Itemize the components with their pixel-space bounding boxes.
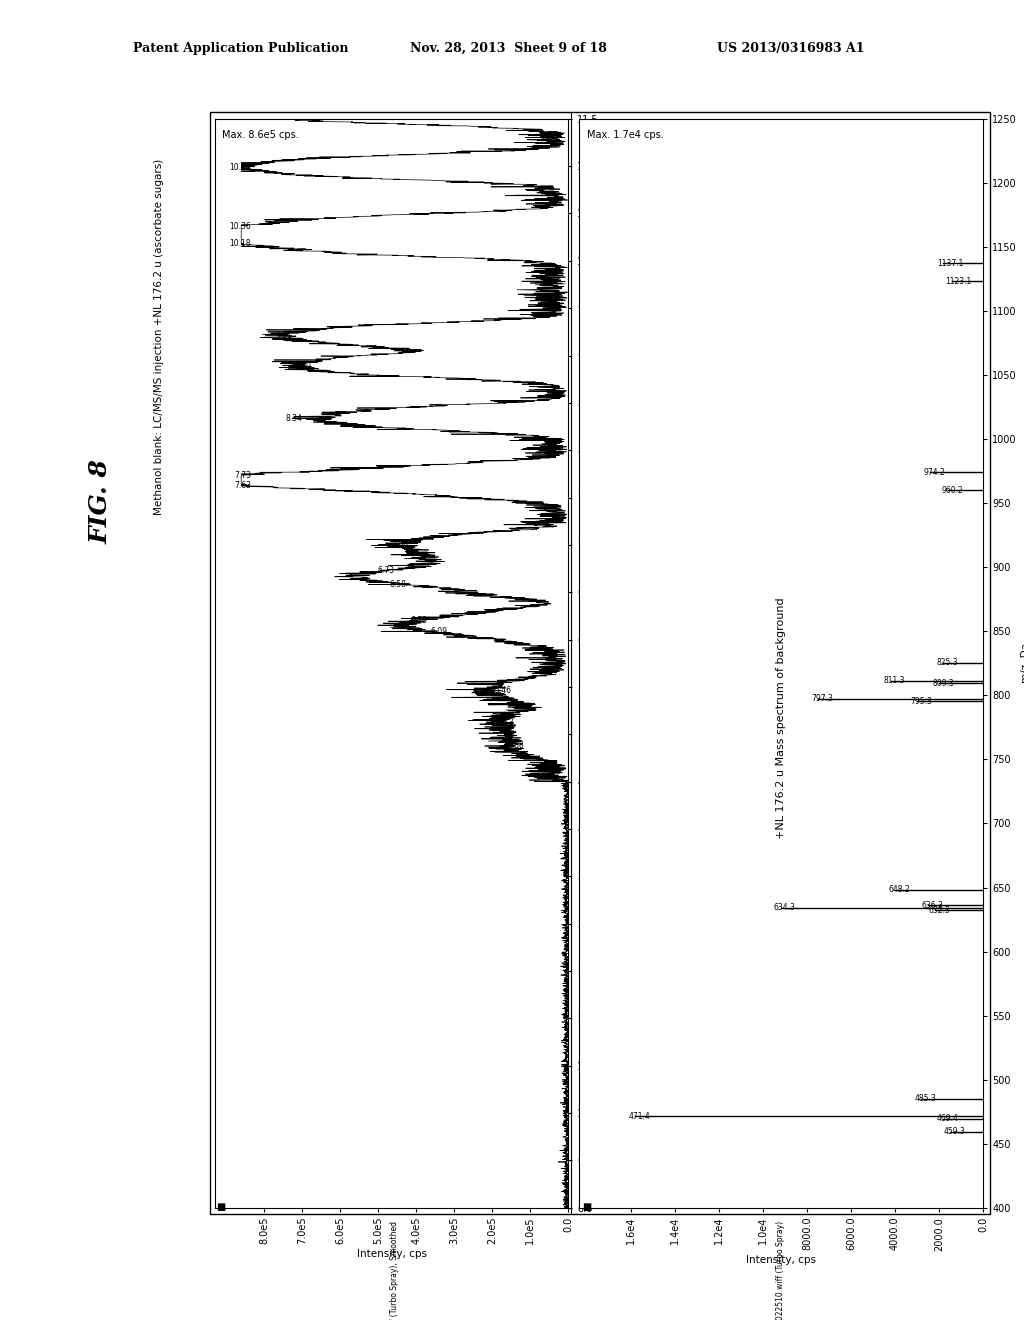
Text: 825.3: 825.3 (937, 659, 958, 668)
Text: 1137.1: 1137.1 (937, 259, 964, 268)
Y-axis label: m/z, Da: m/z, Da (1021, 643, 1024, 684)
Text: 648.2: 648.2 (889, 886, 910, 895)
Text: 6.09: 6.09 (430, 627, 447, 636)
Text: 797.3: 797.3 (811, 694, 834, 704)
Text: US 2013/0316983 A1: US 2013/0316983 A1 (717, 42, 864, 55)
Text: 1123.1: 1123.1 (945, 277, 972, 286)
Text: +NL 176.2 u Mass spectrum of background: +NL 176.2 u Mass spectrum of background (776, 597, 785, 838)
Text: 974.2: 974.2 (924, 467, 945, 477)
Text: 6.20: 6.20 (411, 616, 427, 626)
Y-axis label: Time, min: Time, min (603, 638, 613, 689)
Text: Max. 1.7e4 cps.: Max. 1.7e4 cps. (587, 129, 664, 140)
Text: Methanol blank: LC/MS/MS injection +NL 176.2 u (ascorbate sugars): Methanol blank: LC/MS/MS injection +NL 1… (154, 158, 164, 515)
Text: 9.21: 9.21 (275, 331, 292, 341)
Text: 809.3: 809.3 (933, 678, 954, 688)
Text: 10.18: 10.18 (229, 239, 251, 248)
Text: 469.4: 469.4 (937, 1114, 958, 1123)
Text: 485.3: 485.3 (914, 1094, 937, 1104)
X-axis label: Intensity, cps: Intensity, cps (356, 1249, 427, 1258)
Text: 811.3: 811.3 (884, 676, 905, 685)
Text: TIC of +NL (176.20): from Sample 1 (Methanol Blank) of OCG glycolipids 022510.wi: TIC of +NL (176.20): from Sample 1 (Meth… (390, 1221, 398, 1320)
Text: 960.2: 960.2 (941, 486, 963, 495)
Text: 7.00: 7.00 (391, 540, 409, 549)
Text: Nov. 28, 2013  Sheet 9 of 18: Nov. 28, 2013 Sheet 9 of 18 (410, 42, 606, 55)
Text: 471.4: 471.4 (629, 1111, 650, 1121)
Text: 5.13: 5.13 (498, 718, 514, 726)
Text: FIG. 8: FIG. 8 (88, 459, 113, 544)
Text: 5.46: 5.46 (495, 686, 511, 696)
Text: Max. 8.6e5 cps.: Max. 8.6e5 cps. (222, 129, 299, 140)
Text: 10.36: 10.36 (229, 222, 251, 231)
Text: 10.99: 10.99 (229, 162, 251, 172)
Text: Patent Application Publication: Patent Application Publication (133, 42, 348, 55)
X-axis label: Intensity, cps: Intensity, cps (745, 1255, 816, 1265)
Text: 6.58: 6.58 (390, 581, 407, 589)
Text: 636.3: 636.3 (922, 900, 943, 909)
Text: 7.73: 7.73 (234, 471, 251, 480)
Text: 634.3: 634.3 (774, 903, 796, 912)
Text: ■: ■ (582, 1201, 591, 1212)
Text: 7.63: 7.63 (234, 480, 251, 490)
Text: ■: ■ (216, 1201, 225, 1212)
Text: 795.3: 795.3 (910, 697, 932, 706)
Text: 6.73: 6.73 (378, 566, 394, 576)
Text: +NL (176.20): 3.734 to 11.986 min from Sample 1 (Methanol Blank) of OCG glycolip: +NL (176.20): 3.734 to 11.986 min from S… (776, 1221, 784, 1320)
Text: 4.88: 4.88 (508, 742, 524, 750)
Text: 8.34: 8.34 (285, 413, 302, 422)
Text: 8.90: 8.90 (294, 360, 311, 370)
Text: 632.3: 632.3 (928, 906, 949, 915)
Text: 459.3: 459.3 (943, 1127, 966, 1137)
